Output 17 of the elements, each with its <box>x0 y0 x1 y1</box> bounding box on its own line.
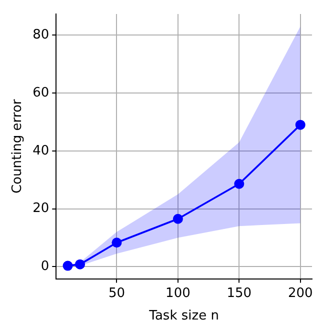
point <box>112 238 122 248</box>
point <box>62 260 73 271</box>
x-axis-title: Task size n <box>148 308 219 324</box>
x-tick-label: 150 <box>226 286 252 301</box>
y-tick-label: 60 <box>32 85 50 100</box>
y-tick-label: 0 <box>40 259 50 274</box>
y-tick-label: 80 <box>32 28 50 42</box>
y-axis-title: Counting error <box>10 98 26 194</box>
point <box>234 178 244 189</box>
point <box>172 214 183 224</box>
x-tick-label: 200 <box>288 286 313 301</box>
x-tick-label: 50 <box>108 286 126 301</box>
point <box>295 120 306 130</box>
y-tick-label: 20 <box>32 201 50 216</box>
x-tick-label: 100 <box>166 286 190 301</box>
y-tick-label: 40 <box>32 143 50 158</box>
point <box>75 259 86 270</box>
